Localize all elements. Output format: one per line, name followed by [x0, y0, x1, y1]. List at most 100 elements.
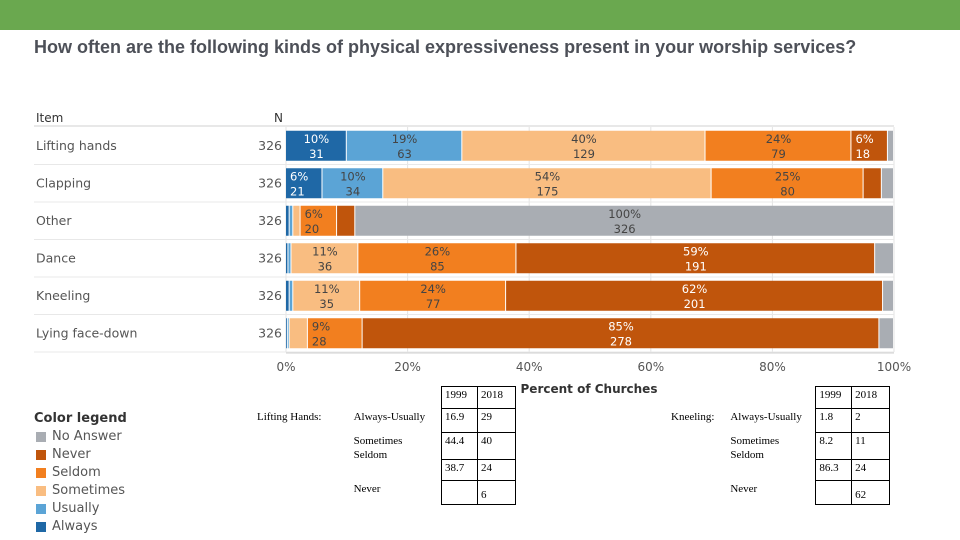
color-legend: No Answer Never Seldom Sometimes Usually… [36, 428, 125, 536]
row-label-always-usually: Always-Usually [353, 410, 426, 423]
page-title: How often are the following kinds of phy… [34, 37, 857, 57]
row-n-label: 326 [258, 213, 282, 228]
bar-segment-seldom [358, 243, 516, 274]
cell-sometimes-seldom-2018: 11 24 [851, 432, 890, 481]
bar-count-label: 20 [305, 222, 320, 236]
bar-segment-no-answer [881, 168, 893, 199]
bar-percent-label: 6% [305, 207, 323, 221]
bar-segment-never [506, 280, 883, 311]
n-column-header: N [274, 111, 283, 125]
row-n-label: 326 [258, 288, 282, 303]
bar-segment-no-answer [883, 280, 893, 311]
bar-segment-seldom [711, 168, 863, 199]
row-label-always-usually: Always-Usually [730, 410, 802, 423]
bar-count-label: 77 [426, 297, 441, 311]
bar-segment-always [286, 205, 289, 236]
bar-segment-always [286, 168, 322, 199]
bar-segment-no-answer [355, 205, 893, 236]
x-tick-label: 60% [637, 360, 664, 374]
bar-percent-label: 62% [682, 282, 708, 296]
legend-swatch [36, 504, 46, 514]
legend-swatch [36, 450, 46, 460]
bar-count-label: 79 [771, 147, 786, 161]
cell-sometimes-seldom-1999: 8.2 86.3 [815, 432, 853, 481]
bar-percent-label: 24% [766, 132, 792, 146]
x-axis-title: Percent of Churches [521, 382, 658, 396]
bar-segment-usually [289, 205, 293, 236]
bar-percent-label: 9% [312, 319, 330, 333]
x-tick-label: 40% [516, 360, 543, 374]
bar-segment-never [851, 130, 887, 161]
year-2018-header: 2018 [851, 386, 890, 409]
legend-swatch [36, 468, 46, 478]
legend-title: Color legend [34, 411, 127, 426]
legend-swatch [36, 432, 46, 442]
year-2018-header: 2018 [476, 386, 517, 409]
legend-item-sometimes: Sometimes [36, 482, 125, 500]
legend-item-usually: Usually [36, 500, 125, 518]
row-label-never: Never [730, 482, 758, 495]
bar-segment-usually [288, 243, 291, 274]
x-tick-label: 80% [759, 360, 786, 374]
year-1999-header: 1999 [815, 386, 853, 409]
bar-segment-sometimes [289, 318, 307, 349]
row-item-label: Clapping [36, 175, 91, 190]
bar-segment-usually [322, 168, 383, 199]
cell-sometimes-seldom-1999: 44.4 38.7 [441, 432, 478, 481]
cell-always-2018: 29 [476, 408, 517, 433]
table-item-label: Lifting Hands: [257, 410, 322, 423]
bar-count-label: 129 [573, 147, 595, 161]
bar-segment-sometimes [462, 130, 705, 161]
bar-count-label: 80 [780, 184, 795, 198]
bar-count-label: 21 [290, 184, 305, 198]
bar-percent-label: 85% [608, 319, 634, 333]
lifting-hands-comparison-table: 1999 2018 Lifting Hands: Always-Usually … [254, 386, 517, 505]
row-n-label: 326 [258, 175, 282, 190]
item-column-header: Item [36, 111, 63, 125]
row-n-label: 326 [258, 250, 282, 265]
bar-percent-label: 11% [312, 244, 338, 258]
bar-segment-no-answer [887, 130, 893, 161]
cell-sometimes-seldom-2018: 40 24 [476, 432, 517, 481]
cell-always-1999: 16.9 [441, 408, 478, 433]
legend-item-always: Always [36, 518, 125, 536]
bar-count-label: 35 [319, 297, 334, 311]
cell-never-2018: 6 [476, 480, 517, 505]
bar-percent-label: 24% [420, 282, 446, 296]
row-label-never: Never [353, 482, 381, 495]
bar-count-label: 85 [430, 259, 445, 273]
bar-percent-label: 11% [314, 282, 340, 296]
row-label-sometimes-seldom: Sometimes Seldom [730, 434, 780, 461]
bar-segment-seldom [300, 205, 337, 236]
bar-segment-usually [346, 130, 462, 161]
bar-percent-label: 40% [571, 132, 597, 146]
bar-count-label: 326 [614, 222, 636, 236]
cell-always-2018: 2 [851, 408, 890, 433]
bar-segment-sometimes [291, 243, 358, 274]
row-item-label: Lying face-down [36, 325, 137, 340]
row-item-label: Other [36, 213, 72, 228]
bar-count-label: 28 [312, 334, 327, 348]
bar-count-label: 201 [684, 297, 706, 311]
bar-segment-no-answer [875, 243, 893, 274]
kneeling-comparison-table: 1999 2018 Kneeling: Always-Usually 1.8 2… [668, 386, 890, 505]
bar-segment-always [286, 318, 287, 349]
row-n-label: 326 [258, 138, 282, 153]
bar-count-label: 36 [318, 259, 333, 273]
bar-percent-label: 10% [340, 169, 366, 183]
bar-segment-seldom [360, 280, 506, 311]
x-tick-label: 20% [394, 360, 421, 374]
bar-percent-label: 59% [683, 244, 709, 258]
bar-segment-no-answer [879, 318, 893, 349]
legend-item-no-answer: No Answer [36, 428, 125, 446]
bar-percent-label: 19% [392, 132, 418, 146]
bar-segment-usually [289, 280, 293, 311]
legend-swatch [36, 522, 46, 532]
bar-percent-label: 6% [290, 169, 308, 183]
bar-segment-usually [287, 318, 289, 349]
bar-count-label: 18 [855, 147, 870, 161]
bar-percent-label: 26% [425, 244, 451, 258]
bar-segment-never [337, 205, 355, 236]
header-bar [0, 0, 960, 30]
bar-segment-seldom [705, 130, 851, 161]
